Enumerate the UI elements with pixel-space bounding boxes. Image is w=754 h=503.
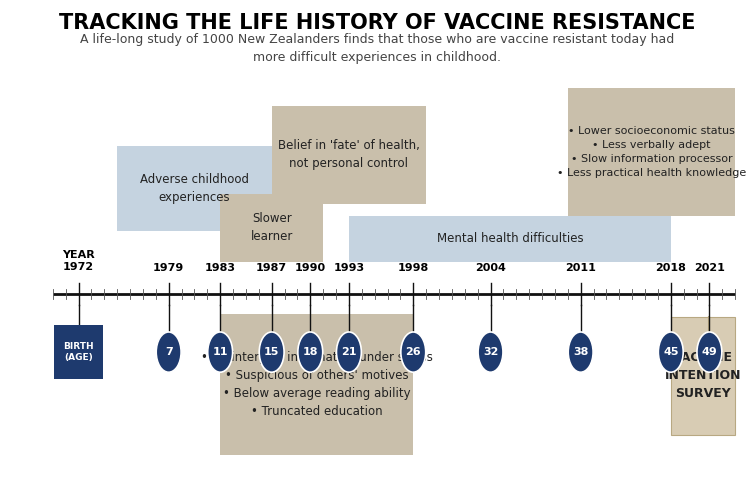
Ellipse shape (336, 332, 361, 372)
FancyBboxPatch shape (271, 106, 426, 204)
FancyBboxPatch shape (349, 216, 671, 262)
Text: BIRTH
(AGE): BIRTH (AGE) (63, 343, 93, 362)
Text: TRACKING THE LIFE HISTORY OF VACCINE RESISTANCE: TRACKING THE LIFE HISTORY OF VACCINE RES… (59, 13, 695, 33)
Text: 1993: 1993 (333, 263, 364, 273)
Text: 1983: 1983 (204, 263, 236, 273)
Text: 15: 15 (264, 347, 279, 357)
Text: 18: 18 (302, 347, 318, 357)
Ellipse shape (156, 332, 181, 372)
Ellipse shape (259, 332, 284, 372)
Ellipse shape (569, 332, 593, 372)
Text: Slower
learner: Slower learner (250, 212, 293, 243)
Text: 21: 21 (341, 347, 357, 357)
Ellipse shape (478, 332, 503, 372)
Text: Mental health difficulties: Mental health difficulties (437, 232, 583, 245)
Text: • Lower socioeconomic status
• Less verbally adept
• Slow information processor
: • Lower socioeconomic status • Less verb… (557, 126, 746, 178)
FancyBboxPatch shape (220, 194, 323, 262)
Text: 32: 32 (483, 347, 498, 357)
Ellipse shape (697, 332, 722, 372)
FancyBboxPatch shape (568, 88, 735, 216)
Text: Belief in 'fate' of health,
not personal control: Belief in 'fate' of health, not personal… (278, 139, 420, 170)
Text: 2018: 2018 (655, 263, 686, 273)
Text: 7: 7 (165, 347, 173, 357)
Text: 1990: 1990 (295, 263, 326, 273)
Text: Adverse childhood
experiences: Adverse childhood experiences (140, 173, 249, 204)
Text: A life-long study of 1000 New Zealanders finds that those who are vaccine resist: A life-long study of 1000 New Zealanders… (80, 33, 674, 64)
Text: 1998: 1998 (397, 263, 429, 273)
Text: 2021: 2021 (694, 263, 725, 273)
Text: • Misinterpret information under stress
• Suspicious of others' motives
• Below : • Misinterpret information under stress … (201, 351, 433, 418)
Text: YEAR
1972: YEAR 1972 (62, 250, 95, 272)
Text: 49: 49 (701, 347, 717, 357)
Ellipse shape (207, 332, 232, 372)
FancyBboxPatch shape (671, 317, 735, 435)
Text: 26: 26 (406, 347, 421, 357)
FancyBboxPatch shape (117, 146, 271, 231)
Text: VACCINE
INTENTION
SURVEY: VACCINE INTENTION SURVEY (665, 352, 741, 400)
Text: 2004: 2004 (475, 263, 506, 273)
Ellipse shape (401, 332, 426, 372)
Text: 38: 38 (573, 347, 588, 357)
Ellipse shape (658, 332, 683, 372)
Text: 1987: 1987 (256, 263, 287, 273)
Ellipse shape (298, 332, 323, 372)
Text: 11: 11 (213, 347, 228, 357)
FancyBboxPatch shape (220, 314, 413, 455)
Text: 1979: 1979 (153, 263, 184, 273)
Text: 2011: 2011 (566, 263, 596, 273)
Text: 45: 45 (663, 347, 679, 357)
FancyBboxPatch shape (54, 325, 103, 379)
